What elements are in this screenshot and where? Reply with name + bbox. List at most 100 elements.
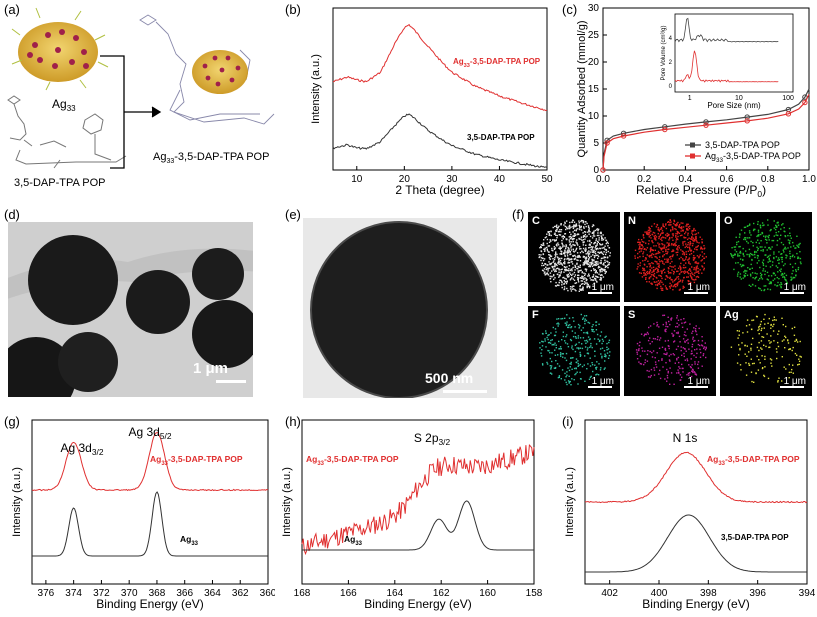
x-axis-label: Binding Energy (eV) — [96, 597, 203, 611]
series-line — [585, 514, 807, 573]
data-point — [620, 133, 627, 139]
composite-label: Ag33-3,5-DAP-TPA POP — [153, 151, 269, 165]
x-tick-label: 362 — [232, 588, 249, 599]
pop-label: 3,5-DAP-TPA POP — [14, 177, 106, 189]
x-tick-label: 40 — [494, 174, 506, 185]
series-label: Ag33 — [344, 534, 363, 547]
eds-element-label: F — [532, 309, 539, 321]
y-axis-label: Intensity (a.u.) — [11, 467, 23, 537]
plot-frame — [332, 7, 548, 171]
eds-element-label: Ag — [724, 309, 739, 321]
series-line — [301, 443, 535, 556]
x-tick-label: 168 — [294, 588, 311, 599]
x-tick-label: 360 — [260, 588, 275, 599]
inset-y-tick-label: 4 — [669, 36, 673, 42]
eds-scale-label: 1 μm — [783, 376, 806, 387]
inset-y-tick-label: 0 — [669, 84, 673, 90]
panel-label-e: (e) — [285, 207, 301, 222]
eds-element-label: O — [724, 215, 733, 227]
chart-g-xps-ag: 376 374 372 370 368 366 364 362 360 Binding Energ… — [11, 419, 275, 611]
y-axis-label: Intensity (a.u.) — [282, 467, 293, 537]
x-tick-label: 364 — [204, 588, 221, 599]
eds-tile-s: S 1 μm — [624, 306, 716, 396]
x-tick-label: 160 — [479, 588, 496, 599]
y-axis-label: Intensity (a.u.) — [310, 54, 322, 124]
series-label: Ag33-3,5-DAP-TPA POP — [306, 454, 399, 467]
plot-frame — [301, 419, 535, 585]
eds-dot-map — [730, 313, 804, 388]
x-axis-label: 2 Theta (degree) — [395, 183, 484, 197]
x-tick-label: 366 — [176, 588, 193, 599]
peak-label: S 2p3/2 — [414, 431, 451, 447]
x-axis-label: Binding Energy (eV) — [364, 597, 471, 611]
y-tick-label: 30 — [588, 3, 600, 14]
x-tick-label: 20 — [399, 174, 411, 185]
inset-x-tick-label: 10 — [735, 95, 743, 102]
legend-label: 3,5-DAP-TPA POP — [705, 140, 780, 150]
eds-map-grid: C 1 μm N 1 μm O 1 μm F 1 μm S 1 μm Ag 1 μm — [528, 212, 816, 402]
x-tick-label: 0.6 — [720, 174, 734, 185]
panel-label-g: (g) — [4, 414, 20, 429]
data-point — [703, 119, 709, 125]
x-tick-label: 376 — [38, 588, 55, 599]
scale-bar-e: 500 nm — [425, 370, 474, 386]
x-tick-label: 162 — [433, 588, 450, 599]
x-tick-label: 158 — [526, 588, 543, 599]
data-point — [604, 140, 610, 146]
x-tick-label: 30 — [446, 174, 458, 185]
tem-image-e: 500 nm — [303, 218, 497, 398]
data-point — [662, 126, 668, 133]
chart-b-xrd: 10 20 30 40 50 2 Theta (degree) Intensity (a.u… — [310, 7, 553, 197]
eds-tile-ag: Ag 1 μm — [720, 306, 812, 396]
x-tick-label: 166 — [340, 588, 357, 599]
x-tick-label: 368 — [149, 588, 166, 599]
y-tick-label: 15 — [588, 84, 600, 95]
eds-tile-f: F 1 μm — [528, 306, 620, 396]
legend-label: Ag33-3,5-DAP-TPA POP — [705, 151, 801, 164]
eds-scale-label: 1 μm — [591, 376, 614, 387]
inset-x-tick-label: 1 — [688, 95, 692, 102]
panel-label-c: (c) — [562, 2, 578, 17]
merge-arrow-icon — [100, 55, 162, 169]
eds-scale-label: 1 μm — [591, 282, 614, 293]
x-tick-label: 370 — [121, 588, 138, 599]
series-line — [584, 451, 808, 504]
x-tick-label: 50 — [541, 174, 553, 185]
data-point — [600, 167, 606, 173]
scale-bar-d: 1 μm — [193, 360, 229, 377]
panel-label-b: (b) — [285, 2, 301, 17]
pop-network-icon — [7, 95, 127, 169]
x-tick-label: 0.0 — [596, 174, 610, 185]
eds-tile-c: C 1 μm — [528, 212, 620, 302]
x-tick-label: 10 — [351, 174, 363, 185]
series-line — [602, 94, 810, 171]
x-tick-label: 400 — [651, 588, 668, 599]
inset-series-line — [674, 17, 779, 43]
y-tick-label: 0 — [593, 165, 599, 176]
inset-x-tick-label: 100 — [782, 95, 794, 102]
eds-element-label: C — [532, 215, 540, 227]
peak-label: N 1s — [673, 431, 698, 445]
series-line — [332, 23, 548, 112]
panel-label-a: (a) — [4, 2, 20, 17]
x-axis-label: Relative Pressure (P/P0) — [636, 183, 766, 199]
eds-scale-label: 1 μm — [783, 282, 806, 293]
ag33-label: Ag33 — [52, 97, 76, 113]
eds-element-label: S — [628, 309, 636, 321]
y-tick-label: 5 — [593, 138, 599, 149]
eds-dot-map — [539, 313, 612, 388]
x-tick-label: 374 — [65, 588, 82, 599]
series-line — [302, 500, 534, 551]
composite-structure-icon — [139, 14, 275, 125]
series-line — [31, 432, 269, 492]
x-tick-label: 372 — [93, 588, 110, 599]
x-tick-label: 164 — [386, 588, 403, 599]
panel-label-h: (h) — [285, 414, 301, 429]
y-axis-label: Quantity Adsorbed (mmol/g) — [576, 21, 588, 158]
x-tick-label: 402 — [601, 588, 618, 599]
inset-y-tick-label: 2 — [669, 60, 673, 66]
chart-i-xps-n: 402 400 398 396 394 Binding Energy (eV) Intens… — [564, 419, 816, 611]
panel-label-i: (i) — [562, 414, 574, 429]
legend-marker — [690, 142, 695, 148]
